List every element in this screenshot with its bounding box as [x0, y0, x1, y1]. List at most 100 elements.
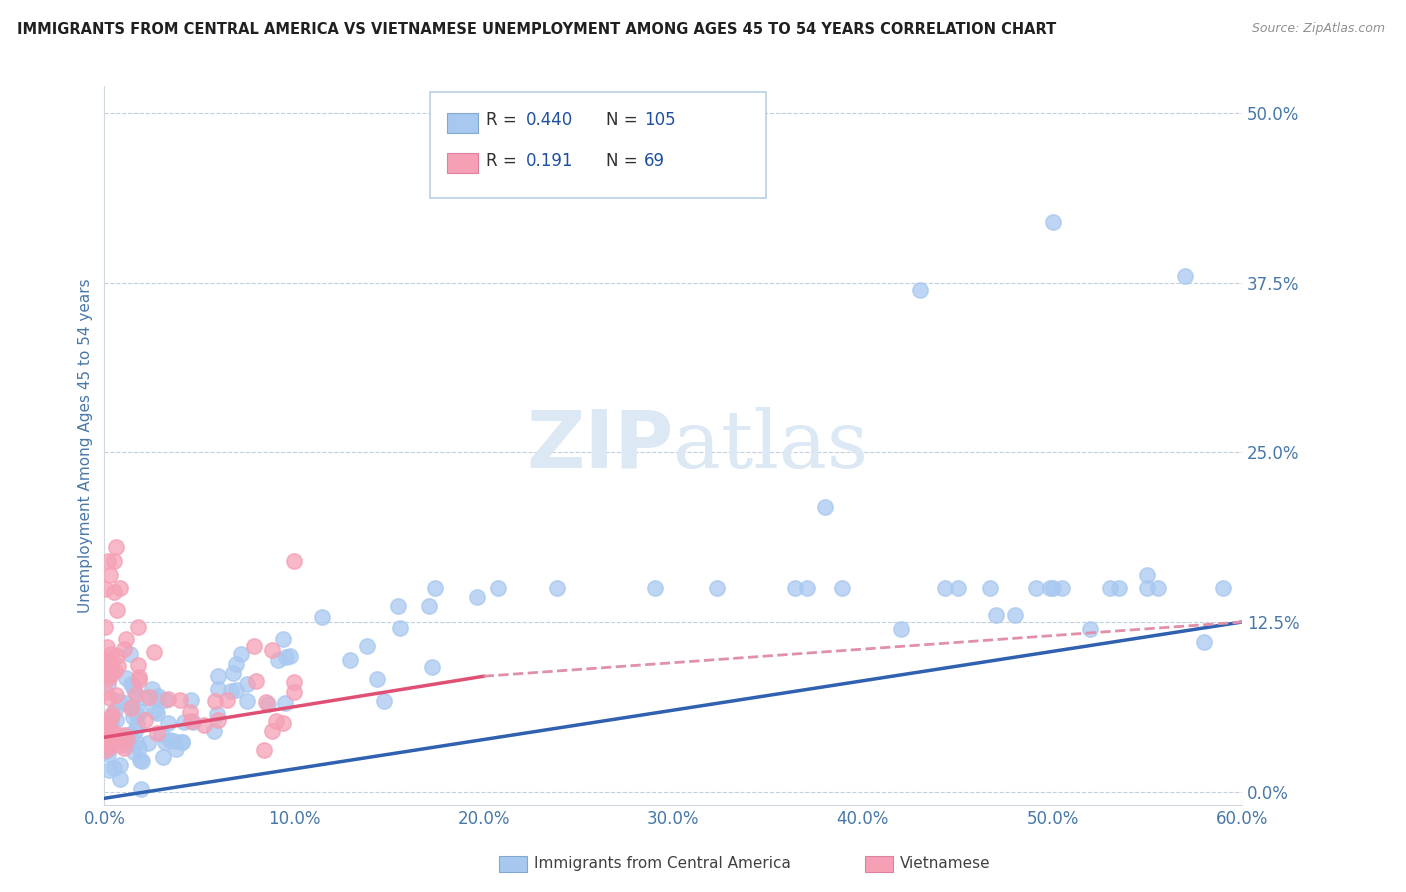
- Point: [152, 750, 174, 764]
- Point: [148, 692, 170, 706]
- Y-axis label: Unemployment Among Ages 45 to 54 years: Unemployment Among Ages 45 to 54 years: [79, 278, 93, 613]
- Point: [103, 585, 125, 599]
- Point: [796, 581, 818, 595]
- Point: [97, 677, 120, 691]
- Point: [97, 747, 120, 762]
- Point: [235, 677, 257, 691]
- Point: [1136, 581, 1159, 595]
- Point: [222, 665, 245, 680]
- Point: [205, 706, 228, 721]
- Point: [217, 692, 239, 706]
- Point: [1098, 581, 1121, 595]
- Point: [98, 567, 121, 582]
- Point: [283, 685, 305, 699]
- Point: [165, 742, 187, 756]
- Point: [111, 730, 134, 744]
- Point: [207, 681, 229, 696]
- Point: [120, 648, 142, 662]
- Point: [97, 671, 120, 685]
- Point: [96, 664, 118, 678]
- Point: [138, 690, 160, 704]
- Point: [204, 694, 226, 708]
- Point: [127, 716, 149, 731]
- Point: [173, 715, 195, 730]
- Point: [94, 664, 117, 678]
- Point: [115, 696, 138, 710]
- Point: [465, 591, 488, 605]
- Point: [94, 718, 117, 732]
- Point: [273, 716, 295, 731]
- Point: [125, 735, 148, 749]
- Point: [420, 660, 443, 674]
- Point: [131, 754, 153, 768]
- Point: [486, 581, 509, 595]
- Point: [134, 690, 156, 705]
- Point: [115, 731, 138, 746]
- Point: [202, 724, 225, 739]
- Point: [105, 733, 128, 747]
- Text: Vietnamese: Vietnamese: [900, 856, 990, 871]
- Point: [104, 727, 127, 741]
- Point: [115, 731, 138, 746]
- Point: [112, 642, 135, 657]
- Point: [242, 639, 264, 653]
- Point: [1147, 581, 1170, 595]
- Point: [271, 632, 294, 646]
- Point: [644, 581, 666, 595]
- Point: [157, 692, 180, 706]
- Text: R =: R =: [486, 112, 523, 129]
- Point: [141, 682, 163, 697]
- Point: [546, 581, 568, 595]
- Point: [121, 698, 143, 713]
- Point: [706, 581, 728, 595]
- Point: [159, 733, 181, 747]
- Point: [278, 648, 301, 663]
- Point: [1080, 622, 1102, 636]
- Point: [96, 656, 118, 670]
- Text: atlas: atlas: [673, 407, 869, 484]
- Point: [257, 698, 280, 712]
- Point: [114, 729, 136, 743]
- Point: [101, 706, 124, 721]
- Point: [127, 657, 149, 672]
- Point: [94, 582, 117, 597]
- Point: [170, 734, 193, 748]
- Point: [118, 726, 141, 740]
- Point: [134, 713, 156, 727]
- Text: N =: N =: [606, 152, 643, 169]
- Point: [1212, 581, 1234, 595]
- Point: [115, 671, 138, 685]
- Point: [96, 653, 118, 667]
- Point: [356, 639, 378, 653]
- Point: [105, 603, 128, 617]
- Point: [100, 668, 122, 682]
- Point: [97, 668, 120, 682]
- Text: 0.440: 0.440: [526, 112, 574, 129]
- Text: N =: N =: [606, 112, 643, 129]
- Point: [120, 676, 142, 690]
- Text: 105: 105: [644, 112, 675, 129]
- Point: [107, 659, 129, 673]
- Point: [124, 682, 146, 697]
- Point: [103, 761, 125, 775]
- Point: [1042, 581, 1064, 595]
- Point: [100, 709, 122, 723]
- Point: [146, 726, 169, 740]
- Point: [1192, 635, 1215, 649]
- Point: [100, 654, 122, 668]
- Point: [225, 683, 247, 698]
- Point: [128, 705, 150, 719]
- Point: [180, 714, 202, 728]
- Point: [108, 772, 131, 786]
- Point: [122, 745, 145, 759]
- Point: [127, 620, 149, 634]
- Point: [104, 703, 127, 717]
- Point: [143, 704, 166, 718]
- Point: [94, 743, 117, 757]
- Point: [112, 728, 135, 742]
- Point: [193, 718, 215, 732]
- Point: [108, 581, 131, 595]
- Point: [229, 647, 252, 661]
- Point: [157, 716, 180, 731]
- Point: [108, 738, 131, 752]
